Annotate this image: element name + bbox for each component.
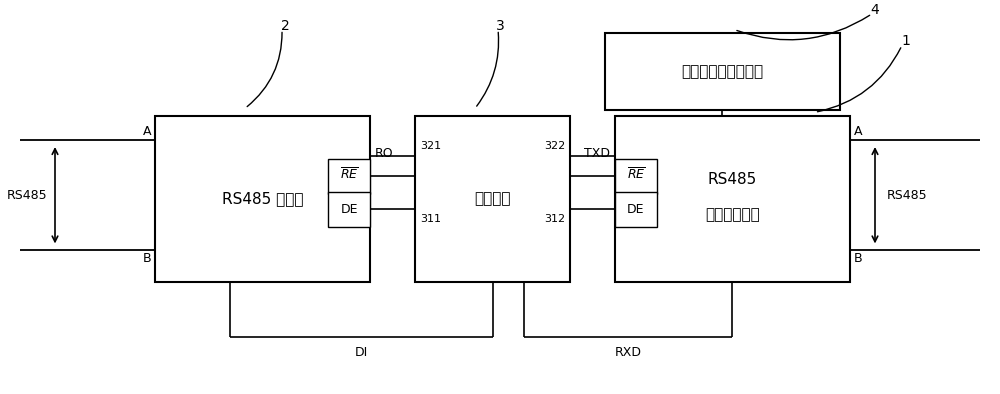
Bar: [328, 191, 370, 227]
Bar: [155, 116, 370, 282]
Text: A: A: [143, 125, 151, 138]
Text: DI: DI: [355, 346, 368, 359]
Bar: [605, 33, 840, 110]
Text: 312: 312: [544, 214, 565, 224]
Text: RXD: RXD: [614, 346, 641, 359]
Text: 1: 1: [902, 34, 910, 48]
Text: 输出本质安全型电源: 输出本质安全型电源: [681, 64, 764, 80]
Text: 311: 311: [420, 214, 441, 224]
Text: DE: DE: [627, 203, 645, 216]
Text: 隔离型收发器: 隔离型收发器: [705, 207, 760, 222]
Text: TXD: TXD: [584, 147, 610, 160]
Text: 4: 4: [871, 3, 879, 17]
Text: RS485: RS485: [708, 172, 757, 187]
Text: RS485: RS485: [887, 189, 927, 202]
Text: $\overline{RE}$: $\overline{RE}$: [340, 167, 358, 182]
Text: $\overline{RE}$: $\overline{RE}$: [627, 167, 645, 182]
Text: B: B: [854, 253, 862, 266]
Bar: [415, 116, 570, 282]
Text: 2: 2: [281, 19, 289, 33]
Text: DE: DE: [340, 203, 358, 216]
Text: 3: 3: [496, 19, 504, 33]
Bar: [615, 158, 657, 194]
Text: B: B: [143, 253, 151, 266]
Text: RS485: RS485: [7, 189, 47, 202]
Bar: [615, 191, 657, 227]
Text: RO: RO: [375, 147, 394, 160]
Text: 321: 321: [420, 141, 441, 151]
Bar: [328, 158, 370, 194]
Bar: [615, 116, 850, 282]
Text: A: A: [854, 125, 862, 138]
Text: 322: 322: [544, 141, 565, 151]
Text: 控制模块: 控制模块: [474, 191, 511, 206]
Text: RS485 收发器: RS485 收发器: [222, 191, 303, 206]
